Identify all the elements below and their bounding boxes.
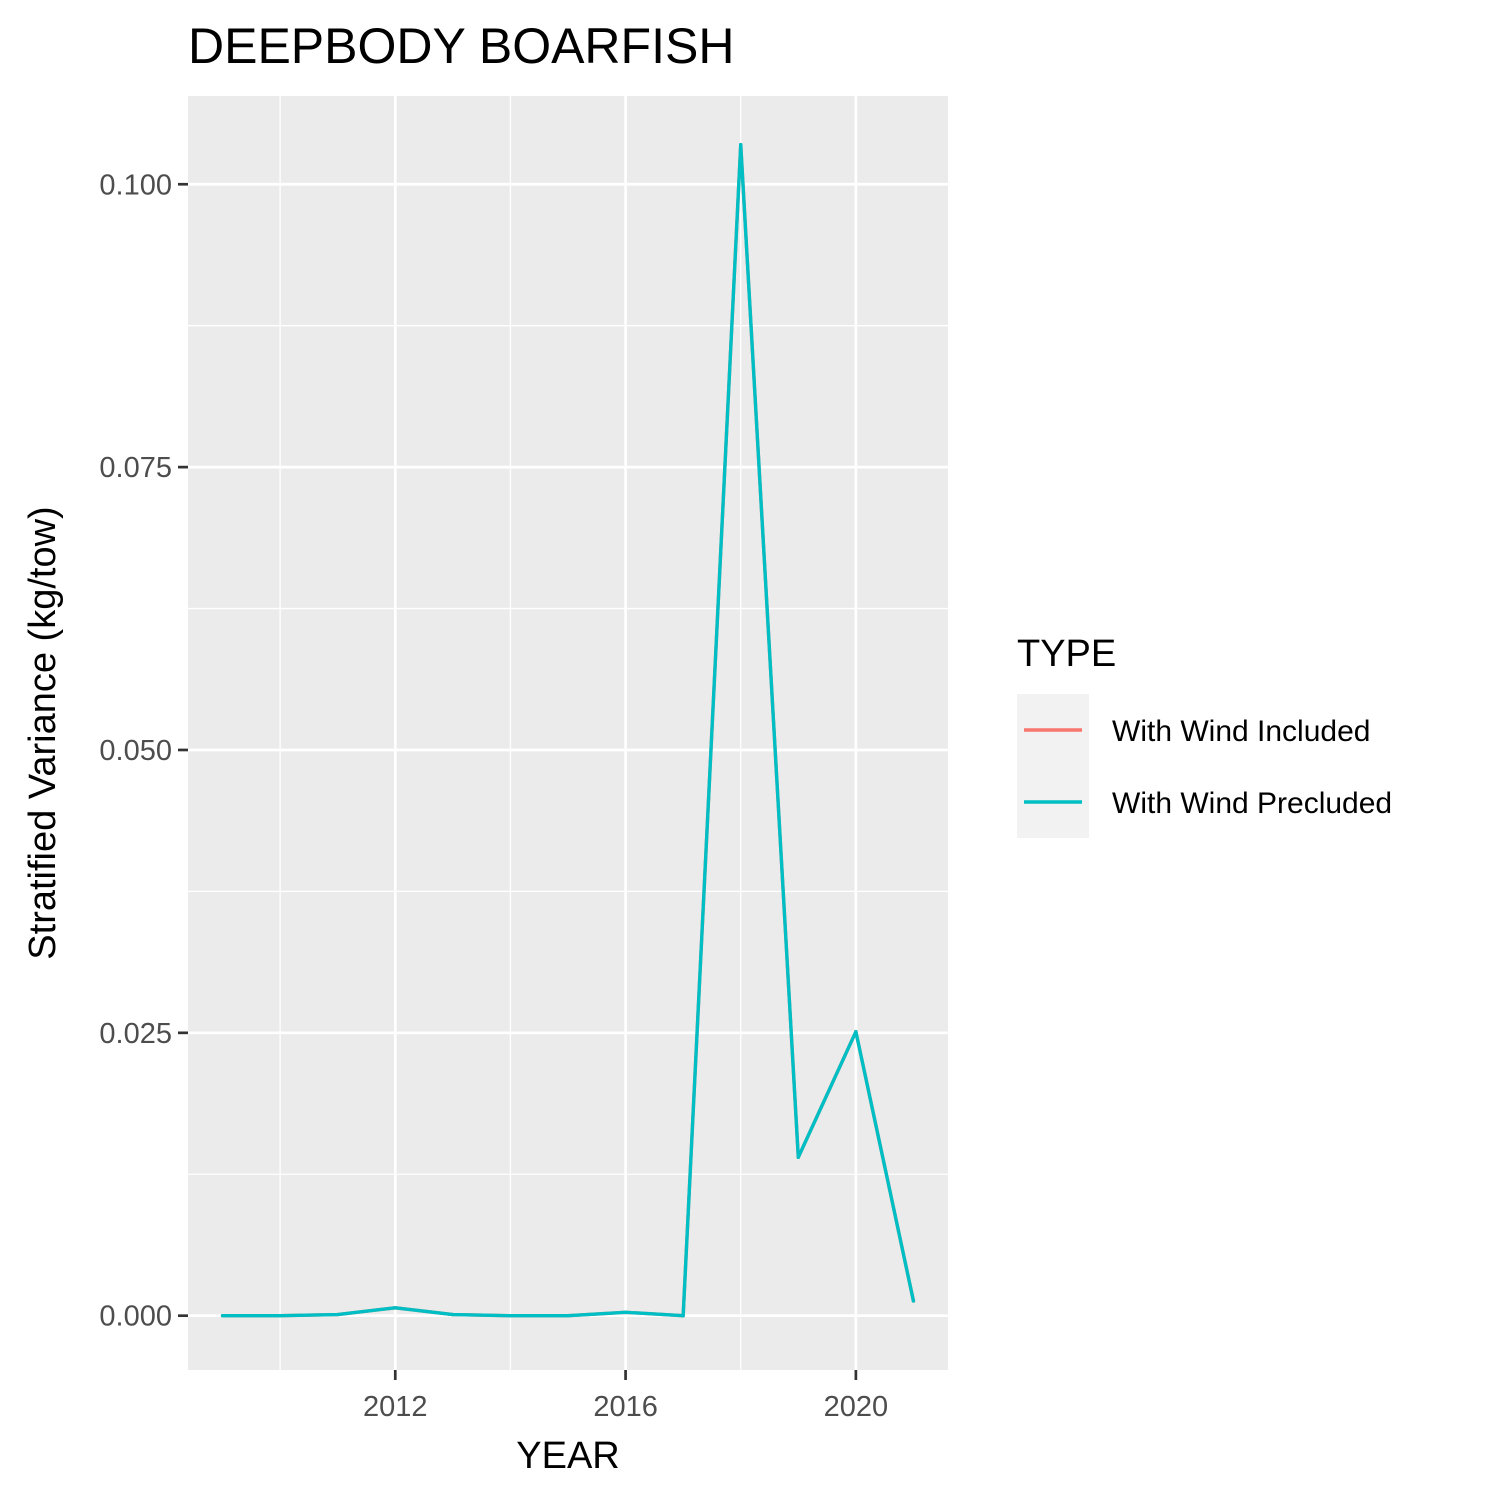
legend-title: TYPE	[1017, 633, 1116, 675]
x-tick-label: 2016	[593, 1391, 658, 1423]
x-tick-label: 2012	[363, 1391, 428, 1423]
series-layer	[220, 142, 916, 1318]
x-axis: 2012 2016 2020	[363, 1370, 888, 1423]
legend: TYPE With Wind Included With Wind Preclud…	[1017, 633, 1392, 838]
legend-key-background	[1017, 694, 1089, 838]
y-tick-label: 0.100	[99, 169, 172, 201]
series-2-point	[566, 1313, 570, 1318]
y-tick-label: 0.075	[99, 452, 172, 484]
y-tick-label: 0.050	[99, 735, 172, 767]
series-2-point	[508, 1313, 513, 1318]
x-tick-label: 2020	[824, 1391, 889, 1423]
series-2-point	[739, 142, 743, 147]
series-2-point	[278, 1313, 282, 1318]
y-tick-label: 0.000	[99, 1301, 172, 1333]
legend-keys: With Wind Included With Wind Precluded	[1017, 694, 1392, 838]
y-axis-title: Stratified Variance (kg/tow)	[22, 506, 64, 959]
grid-minor	[188, 96, 948, 1370]
series-2-point	[623, 1310, 628, 1314]
y-tick-label: 0.025	[99, 1018, 172, 1050]
x-axis-title: YEAR	[516, 1435, 619, 1477]
legend-label-1: With Wind Included	[1112, 715, 1370, 748]
series-2-point	[796, 1155, 801, 1159]
grid-major	[188, 96, 948, 1370]
series-2-point	[681, 1313, 685, 1318]
series-2-point	[335, 1312, 340, 1317]
plot-panel	[188, 96, 948, 1370]
chart-title: DEEPBODY BOARFISH	[188, 18, 734, 74]
series-2-point	[393, 1306, 397, 1310]
series-2-point	[854, 1029, 858, 1034]
series-2-point	[220, 1313, 225, 1318]
series-2-point	[911, 1299, 916, 1303]
legend-label-2: With Wind Precluded	[1112, 787, 1392, 820]
series-2-point	[451, 1312, 455, 1317]
y-axis: 0.000 0.025 0.050 0.075 0.100	[99, 169, 188, 1333]
